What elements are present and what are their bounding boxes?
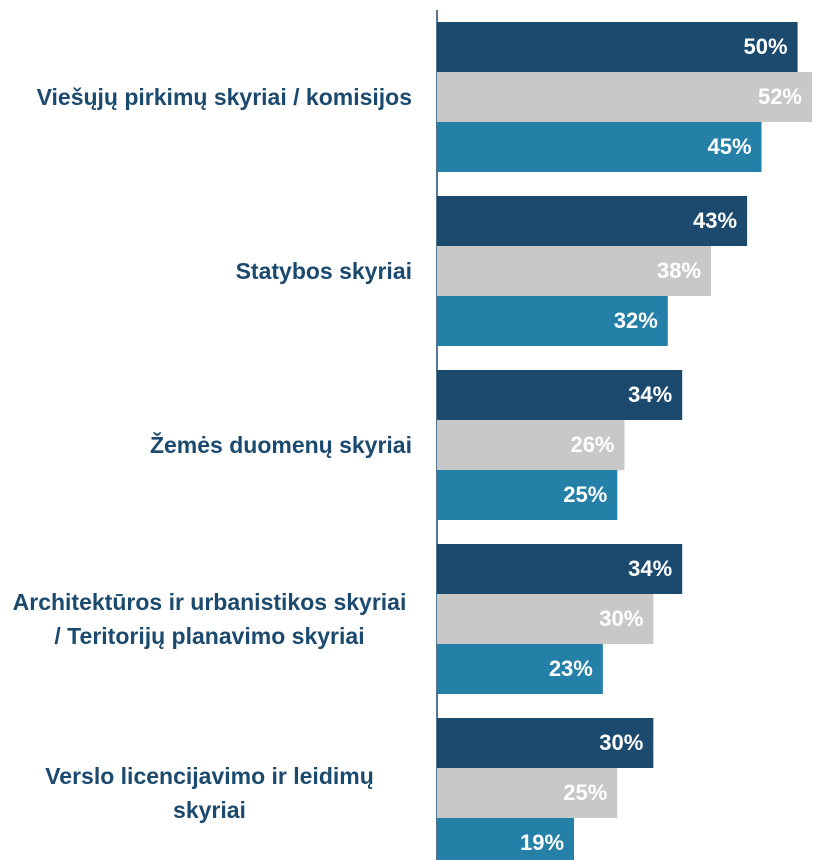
category-label: Viešųjų pirkimų skyriai / komisijos — [7, 80, 412, 114]
category-text: Statybos skyriai — [235, 258, 412, 284]
value-label: 43% — [693, 208, 737, 233]
value-label: 30% — [599, 606, 643, 631]
bar — [437, 296, 668, 346]
category-label: Žemės duomenų skyriai — [7, 428, 412, 462]
value-label: 19% — [520, 830, 564, 855]
value-label: 45% — [707, 134, 751, 159]
value-label: 34% — [628, 382, 672, 407]
category-text: Architektūros ir urbanistikos skyriai / … — [12, 589, 407, 649]
bar — [437, 718, 654, 768]
bar — [437, 370, 683, 420]
bar — [437, 768, 618, 818]
value-label: 23% — [549, 656, 593, 681]
bar — [437, 470, 618, 520]
bar — [437, 420, 625, 470]
value-label: 34% — [628, 556, 672, 581]
bar — [437, 196, 748, 246]
bar — [437, 644, 603, 694]
value-label: 52% — [758, 84, 802, 109]
bar — [437, 818, 575, 860]
value-label: 25% — [563, 482, 607, 507]
bar — [437, 594, 654, 644]
bar — [437, 246, 712, 296]
category-text: Verslo licencijavimo ir leidimų skyriai — [45, 763, 374, 823]
bar — [437, 72, 812, 122]
bar — [437, 122, 762, 172]
category-label: Verslo licencijavimo ir leidimų skyriai — [7, 759, 412, 827]
category-text: Viešųjų pirkimų skyriai / komisijos — [36, 84, 412, 110]
value-label: 50% — [744, 34, 788, 59]
value-label: 38% — [657, 258, 701, 283]
value-label: 26% — [570, 432, 614, 457]
value-label: 25% — [563, 780, 607, 805]
value-label: 32% — [614, 308, 658, 333]
category-text: Žemės duomenų skyriai — [149, 432, 412, 458]
value-label: 30% — [599, 730, 643, 755]
bar — [437, 22, 798, 72]
category-label: Statybos skyriai — [7, 254, 412, 288]
category-label: Architektūros ir urbanistikos skyriai / … — [7, 585, 412, 653]
bar — [437, 544, 683, 594]
